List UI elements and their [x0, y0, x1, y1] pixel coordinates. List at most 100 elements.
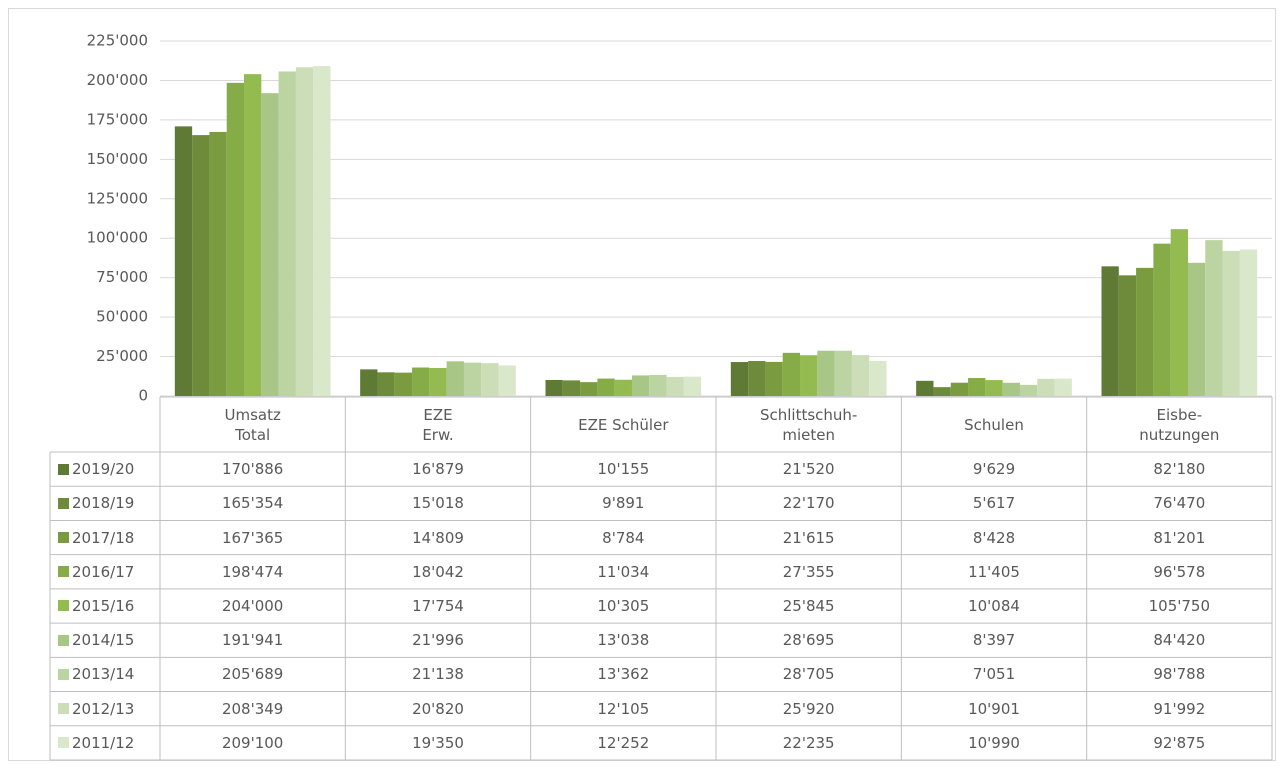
- bar: [933, 387, 951, 396]
- table-value: 84'420: [1153, 631, 1206, 650]
- table-value: 91'992: [1153, 699, 1206, 718]
- category-label: Eisbe- nutzungen: [1139, 405, 1220, 444]
- table-value: 82'180: [1153, 460, 1206, 479]
- table-value: 8'397: [972, 631, 1016, 650]
- table-value: 17'754: [412, 596, 464, 615]
- table-value: 20'820: [412, 699, 464, 718]
- bar: [1054, 378, 1072, 396]
- legend-swatch: [58, 737, 69, 749]
- bar: [916, 380, 934, 396]
- table-value: 13'038: [597, 631, 650, 650]
- bar: [562, 380, 581, 396]
- bar: [649, 374, 667, 396]
- bar: [545, 379, 563, 396]
- table-value: 167'365: [221, 528, 284, 547]
- table-value: 21'520: [782, 460, 835, 479]
- legend-swatch: [58, 634, 69, 646]
- legend-swatch: [58, 703, 69, 715]
- legend-entry: 2011/12: [50, 726, 160, 760]
- bar: [631, 375, 650, 396]
- bar: [800, 355, 818, 396]
- table-value: 96'578: [1153, 562, 1206, 581]
- table-value: 12'252: [597, 733, 650, 752]
- y-tick-label: 150'000: [87, 150, 148, 168]
- y-tick-label: 0: [138, 387, 148, 405]
- legend-label: 2012/13: [72, 699, 135, 718]
- table-value: 22'235: [782, 733, 835, 752]
- bar: [244, 74, 262, 396]
- table-value: 205'689: [221, 665, 284, 684]
- bar: [174, 126, 193, 396]
- table-value: 16'879: [412, 460, 464, 479]
- table-value: 81'201: [1153, 528, 1206, 547]
- bar: [597, 378, 615, 396]
- bar: [278, 71, 296, 396]
- legend-swatch: [58, 532, 69, 544]
- legend-label: 2014/15: [72, 631, 135, 650]
- legend-entry: 2013/14: [50, 657, 160, 691]
- legend-entry: 2012/13: [50, 692, 160, 726]
- table-value: 27'355: [782, 562, 835, 581]
- y-tick-label: 25'000: [96, 347, 148, 365]
- bar: [968, 378, 986, 396]
- table-value: 25'845: [782, 596, 835, 615]
- bar: [209, 131, 227, 396]
- bar: [261, 93, 279, 396]
- table-value: 208'349: [221, 699, 284, 718]
- bar: [730, 362, 749, 396]
- bar: [851, 355, 870, 396]
- table-value: 8'784: [602, 528, 645, 547]
- legend-label: 2019/20: [72, 460, 135, 479]
- table-value: 10'155: [597, 460, 650, 479]
- legend-entry: 2016/17: [50, 555, 160, 589]
- table-value: 98'788: [1153, 665, 1206, 684]
- category-label: Schlittschuh- mieten: [759, 405, 858, 444]
- table-value: 15'018: [412, 494, 464, 513]
- table-value: 10'901: [968, 699, 1020, 718]
- table-value: 9'891: [602, 494, 645, 513]
- table-value: 191'941: [221, 631, 284, 650]
- legend-entry: 2015/16: [50, 589, 160, 623]
- bar: [817, 350, 835, 396]
- bar: [1019, 384, 1038, 396]
- bar: [1118, 275, 1137, 396]
- bar: [1136, 267, 1154, 396]
- bar: [765, 361, 783, 396]
- bar: [313, 66, 331, 396]
- y-tick-label: 200'000: [87, 71, 148, 89]
- table-value: 8'428: [972, 528, 1016, 547]
- bar: [1101, 266, 1119, 396]
- table-value: 14'809: [412, 528, 464, 547]
- legend-swatch: [58, 600, 69, 612]
- bar: [666, 376, 684, 396]
- y-tick-label: 225'000: [87, 32, 148, 50]
- table-value: 11'034: [597, 562, 650, 581]
- bar: [1239, 249, 1258, 396]
- table-value: 7'051: [972, 665, 1016, 684]
- bar: [377, 372, 395, 396]
- legend-label: 2016/17: [72, 562, 135, 581]
- bar: [481, 363, 499, 396]
- legend-label: 2013/14: [72, 665, 135, 684]
- table-value: 21'996: [412, 631, 464, 650]
- table-value: 19'350: [412, 733, 464, 752]
- table-value: 11'405: [968, 562, 1020, 581]
- table-value: 22'170: [782, 494, 835, 513]
- bar: [498, 365, 516, 396]
- bar: [1205, 240, 1223, 396]
- y-tick-label: 75'000: [96, 268, 148, 286]
- bar: [683, 376, 702, 396]
- table-value: 12'105: [597, 699, 650, 718]
- table-value: 13'362: [597, 665, 650, 684]
- bar: [295, 67, 314, 396]
- table-value: 204'000: [221, 596, 284, 615]
- bar: [580, 382, 598, 396]
- legend-label: 2017/18: [72, 528, 135, 547]
- bar: [1153, 243, 1171, 396]
- bar: [226, 82, 245, 396]
- bar: [446, 361, 464, 396]
- table-value: 25'920: [782, 699, 835, 718]
- table-value: 18'042: [412, 562, 464, 581]
- bar: [1222, 250, 1240, 396]
